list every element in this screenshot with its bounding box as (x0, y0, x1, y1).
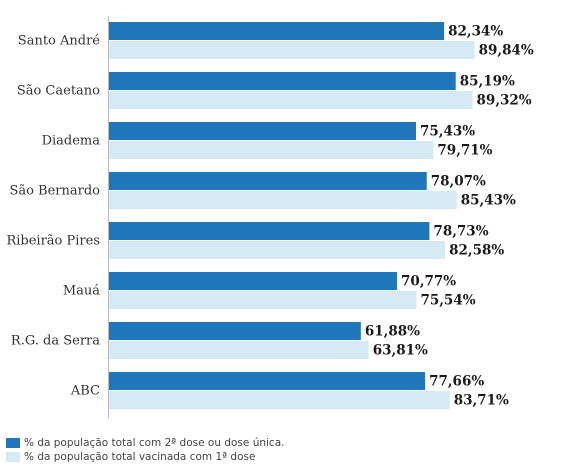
bar-second-dose-diadema (109, 122, 417, 140)
bar-second-dose-abc (109, 372, 426, 390)
value-label-second-dose-abc: 77,66% (429, 374, 484, 390)
bar-second-dose-maua (109, 272, 398, 290)
category-label-santo-andre: Santo André (18, 34, 101, 49)
bar-first-dose-r-g-da-serra (109, 341, 369, 359)
bar-second-dose-sao-caetano (109, 72, 456, 90)
value-label-first-dose-r-g-da-serra: 63,81% (373, 343, 428, 359)
bar-first-dose-sao-bernardo (109, 191, 457, 209)
category-label-diadema: Diadema (42, 134, 101, 149)
category-label-maua: Mauá (63, 284, 100, 299)
category-label-abc: ABC (70, 384, 100, 399)
category-label-sao-caetano: São Caetano (17, 84, 100, 99)
value-label-second-dose-diadema: 75,43% (420, 124, 475, 140)
bar-second-dose-santo-andre (109, 22, 445, 40)
value-label-first-dose-sao-caetano: 89,32% (477, 93, 532, 109)
value-label-first-dose-sao-bernardo: 85,43% (461, 193, 516, 209)
value-label-first-dose-santo-andre: 89,84% (479, 43, 534, 59)
bar-first-dose-diadema (109, 141, 434, 159)
legend-item-second-dose: % da população total com 2ª dose ou dose… (6, 437, 284, 449)
bar-second-dose-sao-bernardo (109, 172, 427, 190)
legend-swatch-second-dose (6, 438, 20, 448)
bar-second-dose-r-g-da-serra (109, 322, 361, 340)
value-label-second-dose-sao-caetano: 85,19% (460, 74, 515, 90)
bar-first-dose-abc (109, 391, 450, 409)
value-label-second-dose-santo-andre: 82,34% (448, 24, 503, 40)
category-label-sao-bernardo: São Bernardo (9, 184, 100, 199)
bar-first-dose-santo-andre (109, 41, 475, 59)
value-label-first-dose-diadema: 79,71% (437, 143, 492, 159)
category-label-ribeirao-pires: Ribeirão Pires (6, 234, 100, 249)
value-label-second-dose-maua: 70,77% (401, 274, 456, 290)
legend-swatch-first-dose (6, 452, 20, 462)
value-label-second-dose-r-g-da-serra: 61,88% (365, 324, 420, 340)
legend-label-first-dose: % da população total vacinada com 1ª dos… (24, 451, 256, 463)
value-label-first-dose-abc: 83,71% (454, 393, 509, 409)
value-label-second-dose-ribeirao-pires: 78,73% (433, 224, 488, 240)
legend-label-second-dose: % da população total com 2ª dose ou dose… (24, 437, 285, 449)
bar-first-dose-maua (109, 291, 417, 309)
bar-second-dose-ribeirao-pires (109, 222, 430, 240)
value-label-second-dose-sao-bernardo: 78,07% (431, 174, 486, 190)
bar-chart: Santo André 82,34% 89,84% São Caetano 85,19%… (6, 16, 534, 418)
bar-first-dose-ribeirao-pires (109, 241, 446, 259)
value-label-first-dose-ribeirao-pires: 82,58% (449, 243, 504, 259)
value-label-first-dose-maua: 75,54% (420, 293, 475, 309)
legend-item-first-dose: % da população total vacinada com 1ª dos… (6, 451, 255, 463)
category-label-r-g-da-serra: R.G. da Serra (11, 334, 100, 349)
bar-first-dose-sao-caetano (109, 91, 473, 109)
